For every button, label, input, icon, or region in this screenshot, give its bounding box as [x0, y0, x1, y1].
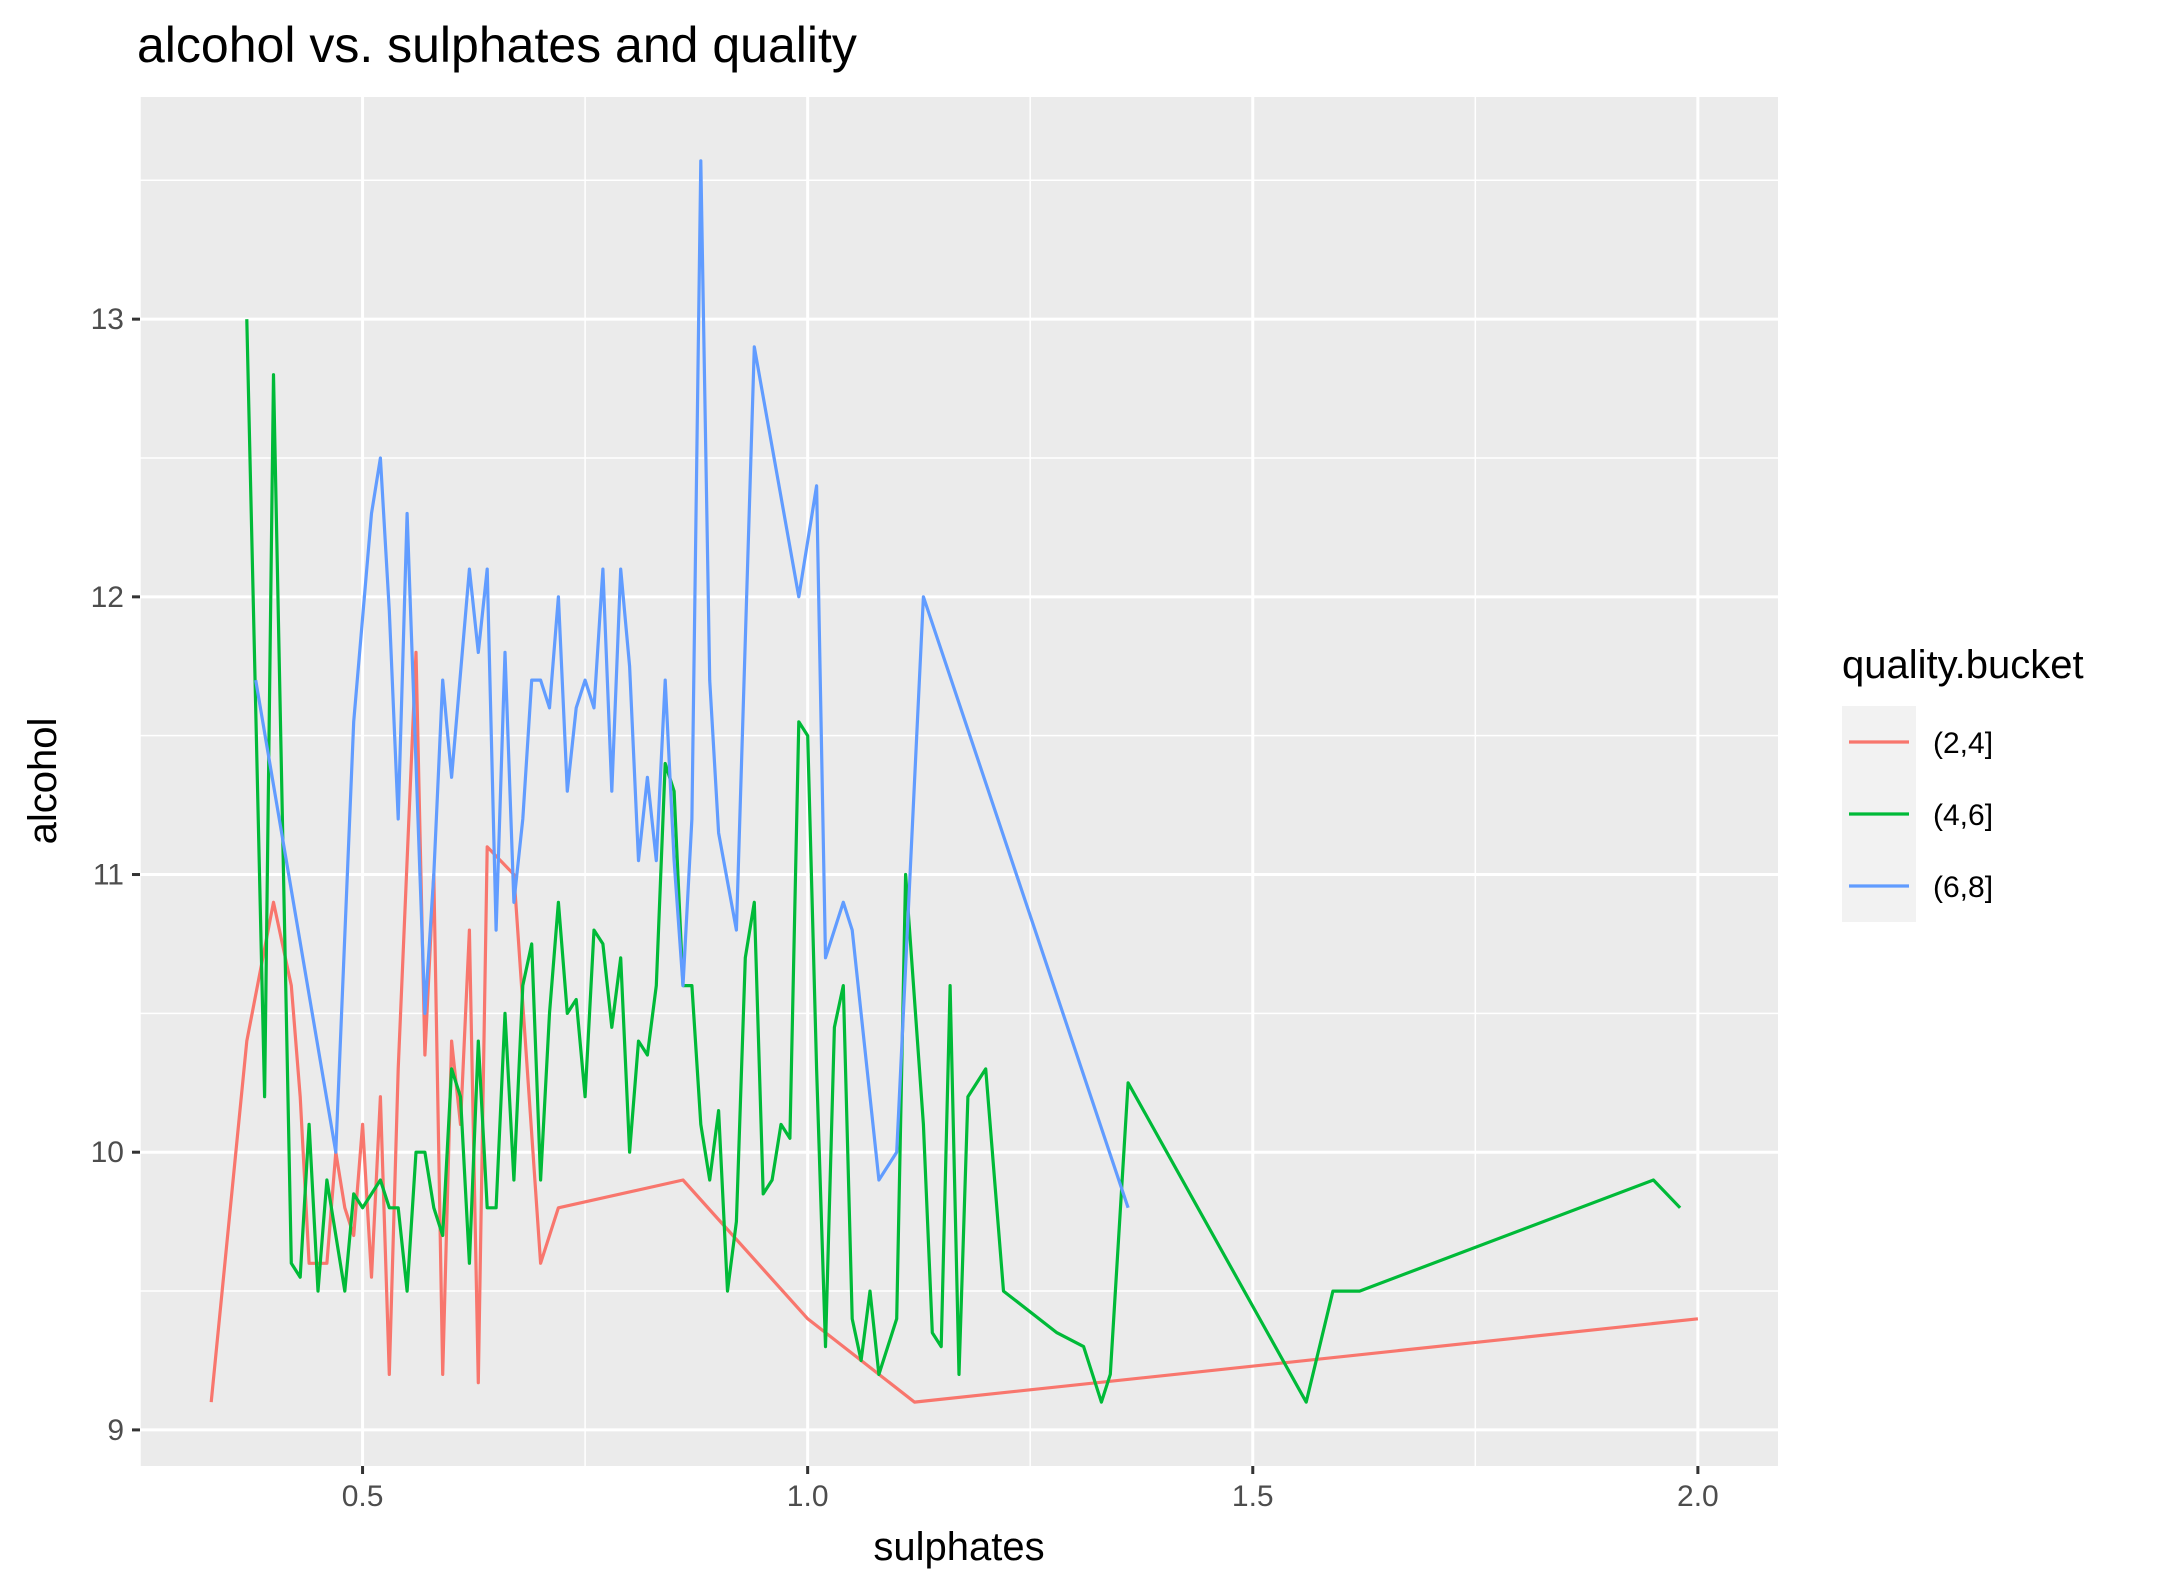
y-tick-label: 9 — [107, 1414, 124, 1447]
x-axis-title: sulphates — [873, 1525, 1044, 1569]
legend-label-3: (6,8] — [1933, 871, 1993, 904]
series-line-1 — [209, 650, 1699, 1404]
x-tick-label: 0.5 — [342, 1480, 384, 1513]
legend-title: quality.bucket — [1842, 643, 2084, 687]
x-tick-label: 2.0 — [1677, 1480, 1719, 1513]
y-tick-label: 13 — [91, 303, 124, 336]
y-axis-ticks: 9 10 11 12 13 — [91, 303, 140, 1447]
legend-label-1: (2,4] — [1933, 727, 1993, 760]
legend: quality.bucket (2,4] (4,6] (6,8] — [1842, 643, 2084, 922]
chart-title: alcohol vs. sulphates and quality — [137, 17, 857, 73]
series-line-3 — [254, 159, 1130, 1209]
legend-label-2: (4,6] — [1933, 799, 1993, 832]
y-tick-label: 10 — [91, 1136, 124, 1169]
grid-minor — [139, 97, 1778, 1466]
y-tick-label: 11 — [93, 859, 124, 892]
x-tick-label: 1.0 — [787, 1480, 829, 1513]
x-tick-label: 1.5 — [1232, 1480, 1274, 1513]
y-tick-label: 12 — [91, 581, 124, 614]
legend-keys: (2,4] (4,6] (6,8] — [1849, 727, 1993, 904]
plot-panel — [140, 97, 1778, 1466]
y-axis-title: alcohol — [21, 718, 65, 845]
series-lines — [209, 159, 1699, 1404]
x-axis-ticks: 0.5 1.0 1.5 2.0 — [342, 1466, 1719, 1513]
